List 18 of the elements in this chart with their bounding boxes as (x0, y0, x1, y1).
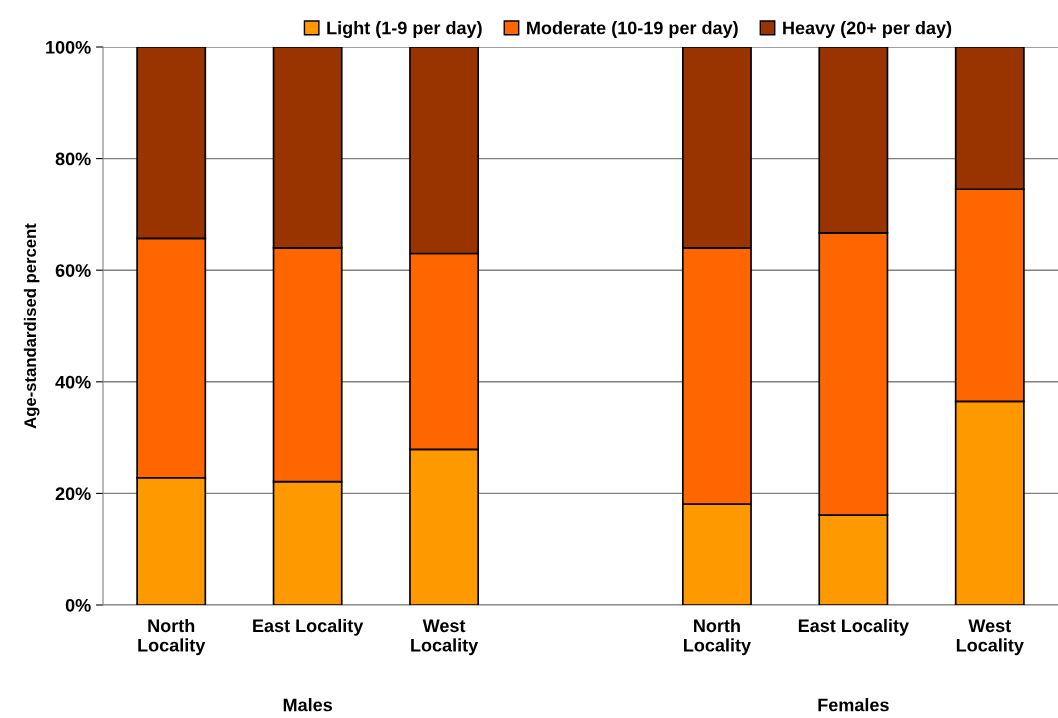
y-tick-label: 60% (55, 264, 91, 277)
text: Females (818, 698, 889, 712)
x-tick-label: East Locality (253, 618, 364, 636)
legend-label: Moderate (10-19 per day) (527, 21, 738, 38)
legend-label: Light (1-9 per day) (327, 21, 482, 38)
legend-label: Heavy (20+ per day) (783, 21, 952, 38)
x-tick-label: North Locality (684, 618, 751, 656)
y-tick-label: 80% (55, 152, 91, 166)
y-tick-label: 100% (46, 40, 91, 54)
y-tick-label: 20% (55, 487, 91, 501)
y-tick-label: 40% (55, 375, 91, 389)
y-axis-title: Age-standardised percent (23, 223, 40, 429)
x-tick-label: East Locality (798, 618, 909, 636)
text: Males (283, 698, 332, 712)
y-tick-label: 0% (65, 598, 91, 612)
x-tick-label: West Locality (956, 619, 1024, 656)
x-tick-label: North Locality (138, 618, 206, 656)
x-tick-label: West Locality (411, 619, 479, 656)
